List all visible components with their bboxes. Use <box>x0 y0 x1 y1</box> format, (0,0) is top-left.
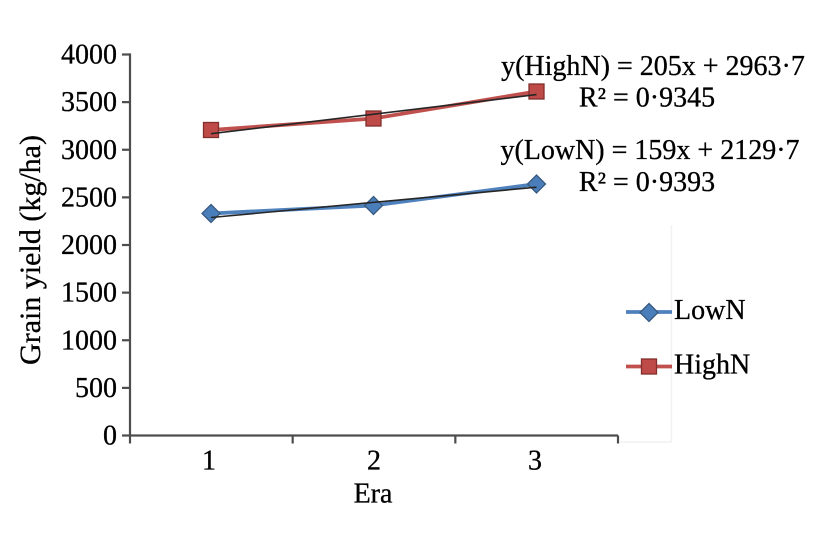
svg-text:LowN: LowN <box>674 295 746 326</box>
svg-text:3000: 3000 <box>61 135 117 166</box>
svg-text:1: 1 <box>202 446 216 477</box>
svg-text:1000: 1000 <box>61 325 117 356</box>
svg-text:3: 3 <box>528 446 542 477</box>
svg-text:500: 500 <box>75 373 117 404</box>
svg-text:y(LowN) = 159x + 2129·7: y(LowN) = 159x + 2129·7 <box>500 135 799 166</box>
svg-text:Era: Era <box>354 479 393 510</box>
svg-text:4000: 4000 <box>61 40 117 71</box>
svg-text:HighN: HighN <box>674 350 750 381</box>
svg-text:1500: 1500 <box>61 278 117 309</box>
svg-text:Grain yield (kg/ha): Grain yield (kg/ha) <box>14 135 47 365</box>
svg-text:R² = 0·9345: R² = 0·9345 <box>579 83 715 114</box>
svg-text:2: 2 <box>367 446 381 477</box>
svg-text:2000: 2000 <box>61 230 117 261</box>
svg-text:R² = 0·9393: R² = 0·9393 <box>579 167 715 198</box>
svg-text:y(HighN) = 205x + 2963·7: y(HighN) = 205x + 2963·7 <box>501 51 805 82</box>
svg-text:3500: 3500 <box>61 87 117 118</box>
svg-text:2500: 2500 <box>61 182 117 213</box>
svg-text:0: 0 <box>103 421 117 452</box>
